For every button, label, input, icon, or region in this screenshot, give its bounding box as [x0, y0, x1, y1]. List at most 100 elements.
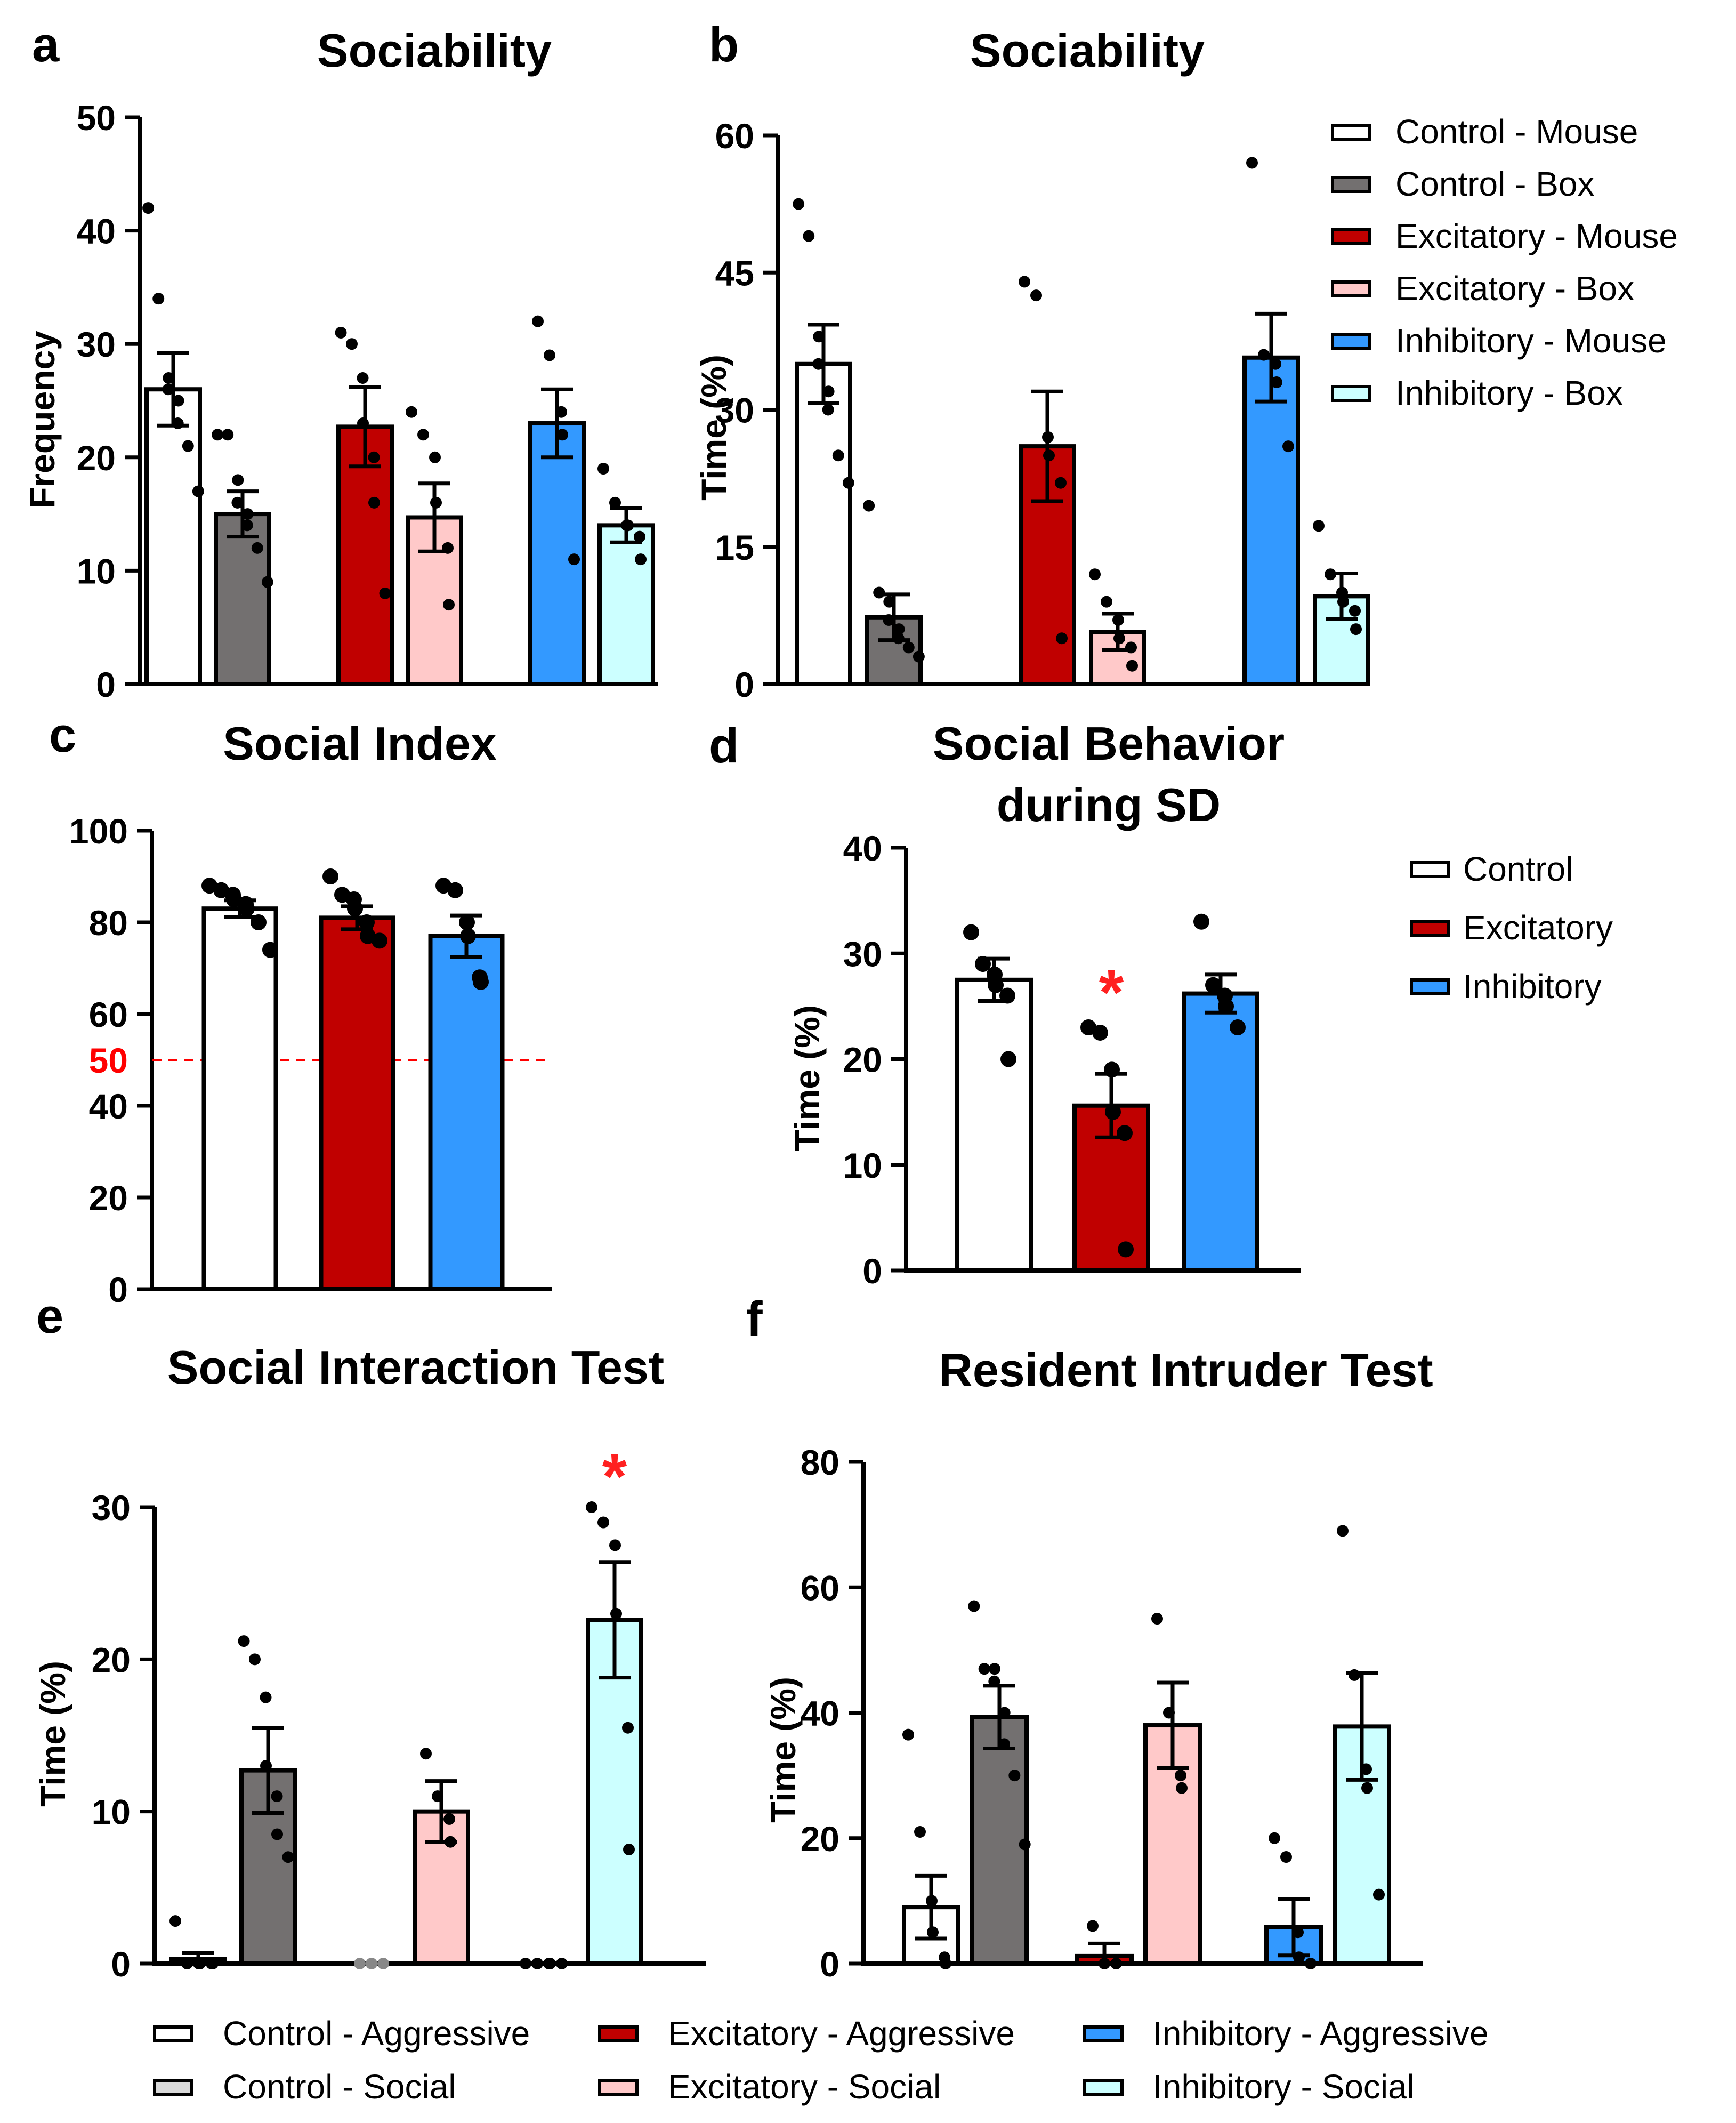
y-tick-label: 40 — [801, 1694, 839, 1733]
data-point — [1175, 1770, 1186, 1782]
data-point — [1112, 614, 1124, 626]
legend-swatch — [153, 2079, 193, 2096]
legend-panel-d: Control Excitatory Inhibitory — [1410, 850, 1613, 1006]
data-point — [1055, 477, 1067, 489]
data-point — [1313, 520, 1325, 532]
y-tick-label: 10 — [843, 1146, 882, 1185]
data-point — [181, 1958, 193, 1969]
y-tick-label: 0 — [96, 665, 116, 704]
legend-label: Excitatory - Box — [1395, 269, 1634, 308]
data-point — [1258, 349, 1270, 361]
legend-swatch — [1331, 228, 1371, 245]
data-point — [893, 623, 905, 636]
data-point — [432, 1790, 443, 1803]
data-point — [379, 587, 391, 599]
data-point — [999, 987, 1015, 1004]
data-point — [142, 202, 155, 214]
legend-swatch — [1410, 861, 1450, 878]
data-point — [793, 198, 805, 210]
data-point — [963, 924, 979, 940]
data-point — [335, 326, 347, 339]
data-point — [1056, 632, 1068, 645]
y-tick-label: 0 — [111, 1944, 131, 1984]
data-point — [1110, 1958, 1122, 1969]
data-point — [322, 868, 338, 884]
data-point — [1270, 358, 1281, 370]
data-point — [532, 315, 544, 327]
bar-group-control-mouse — [793, 198, 854, 686]
y-tick-label: 0 — [108, 1270, 128, 1309]
data-point — [988, 1675, 1000, 1687]
y-tick-label: 0 — [820, 1944, 839, 1984]
data-point — [1349, 605, 1361, 617]
legend-swatch — [1410, 978, 1450, 995]
y-tick-label: 20 — [89, 1178, 128, 1218]
data-point — [447, 882, 463, 898]
data-point — [622, 1722, 634, 1734]
data-point — [152, 293, 165, 305]
legend-label: Control - Mouse — [1395, 112, 1638, 151]
data-point — [634, 530, 645, 543]
data-point — [443, 1813, 455, 1825]
data-point — [249, 1653, 261, 1666]
data-point — [927, 1926, 939, 1939]
chart-title: Social Index — [223, 717, 497, 770]
y-tick-label: 0 — [734, 665, 754, 704]
data-point — [998, 1707, 1011, 1719]
bar-group-control-mouse — [142, 202, 204, 686]
data-point — [207, 1958, 219, 1969]
data-point — [968, 1600, 980, 1612]
data-point — [346, 338, 358, 350]
bar-group-inhibitory-mouse — [528, 315, 586, 687]
data-point — [988, 977, 1004, 993]
legend-swatch — [1083, 2025, 1124, 2042]
data-point — [1043, 449, 1055, 462]
data-point — [832, 449, 844, 462]
data-point — [232, 474, 244, 486]
bar-group-control-social — [968, 1600, 1031, 1966]
data-point — [357, 372, 369, 384]
panel-letter: d — [709, 719, 739, 773]
data-point — [354, 1958, 366, 1969]
data-point — [1030, 290, 1042, 302]
bar-group-excitatory-mouse — [1019, 276, 1076, 686]
bar — [428, 934, 505, 1292]
data-point — [442, 542, 454, 554]
data-point — [260, 1691, 272, 1703]
bar-group-inhibitory-mouse — [1242, 157, 1300, 686]
data-point — [473, 974, 489, 990]
data-point — [586, 1501, 597, 1513]
data-point — [372, 932, 387, 949]
legend-panel-b: Control - Mouse Control - Box Excitatory -… — [1331, 112, 1678, 412]
y-tick-label: 40 — [843, 829, 882, 868]
data-point — [162, 383, 174, 396]
data-point — [609, 1539, 621, 1551]
data-point — [863, 500, 875, 512]
data-point — [169, 1915, 181, 1927]
data-point — [926, 1895, 938, 1907]
bar — [970, 1715, 1029, 1966]
bar-group-excitatory-social — [1143, 1613, 1202, 1966]
data-point — [212, 429, 224, 441]
legend-swatch — [1083, 2079, 1124, 2096]
data-point — [357, 417, 369, 430]
data-point — [873, 586, 885, 599]
legend-swatch — [598, 2025, 639, 2042]
y-tick-label: 20 — [843, 1040, 882, 1080]
data-point — [1101, 596, 1112, 608]
bar-group-excitatory-aggressive — [354, 1958, 389, 1969]
legend-label: Control - Social — [223, 2068, 456, 2106]
legend-swatch — [1331, 124, 1371, 141]
data-point — [1336, 586, 1348, 599]
y-tick-label: 60 — [715, 116, 754, 156]
data-point — [271, 1828, 283, 1840]
bar-group-excitatory-aggressive — [1075, 1920, 1134, 1969]
data-point — [368, 451, 380, 463]
y-tick-label: 80 — [801, 1443, 839, 1482]
data-point — [1099, 1958, 1110, 1969]
data-point — [182, 440, 194, 452]
bar-group-control — [955, 924, 1033, 1273]
legend-label: Inhibitory - Aggressive — [1153, 2014, 1489, 2053]
data-point — [803, 230, 815, 242]
